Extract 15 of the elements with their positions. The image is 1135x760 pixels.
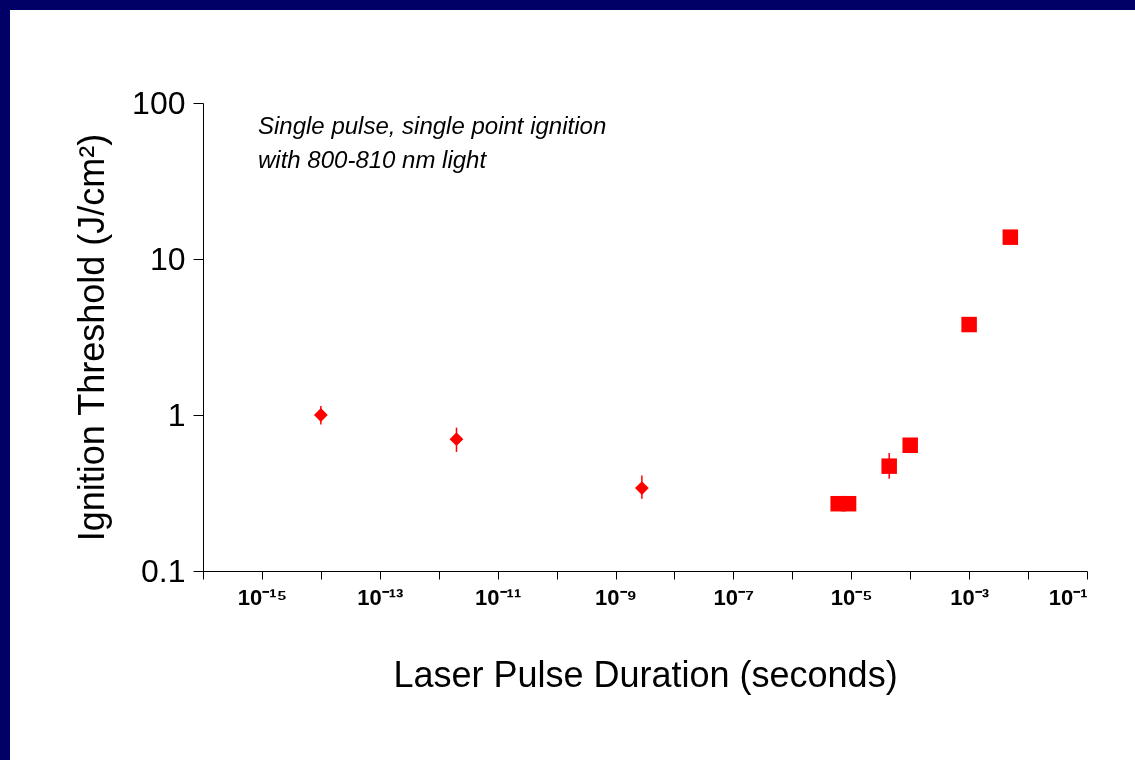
x-tick-label: 10⁻¹¹ (475, 584, 522, 610)
x-tick-label: 10⁻¹³ (357, 584, 404, 610)
x-tick-label: 10⁻⁹ (595, 584, 637, 610)
x-tick-label: 10⁻¹ (1048, 584, 1088, 610)
x-tick-label: 10⁻¹⁵ (237, 584, 287, 610)
x-axis-title: Laser Pulse Duration (seconds) (393, 653, 898, 695)
y-tick-label: 100 (132, 84, 186, 121)
y-tick-label: 10 (149, 240, 186, 277)
x-tick-label: 10⁻³ (950, 584, 990, 610)
x-tick-label: 10⁻⁵ (830, 584, 873, 610)
y-axis-title: Ignition Threshold (J/cm²) (71, 133, 113, 542)
y-tick-label: 0.1 (141, 552, 186, 589)
x-tick-label: 10⁻⁷ (713, 584, 755, 610)
annotation: Single pulse, single point ignition with 800-810 nm light (258, 112, 607, 173)
y-tick-label: 1 (167, 396, 186, 433)
